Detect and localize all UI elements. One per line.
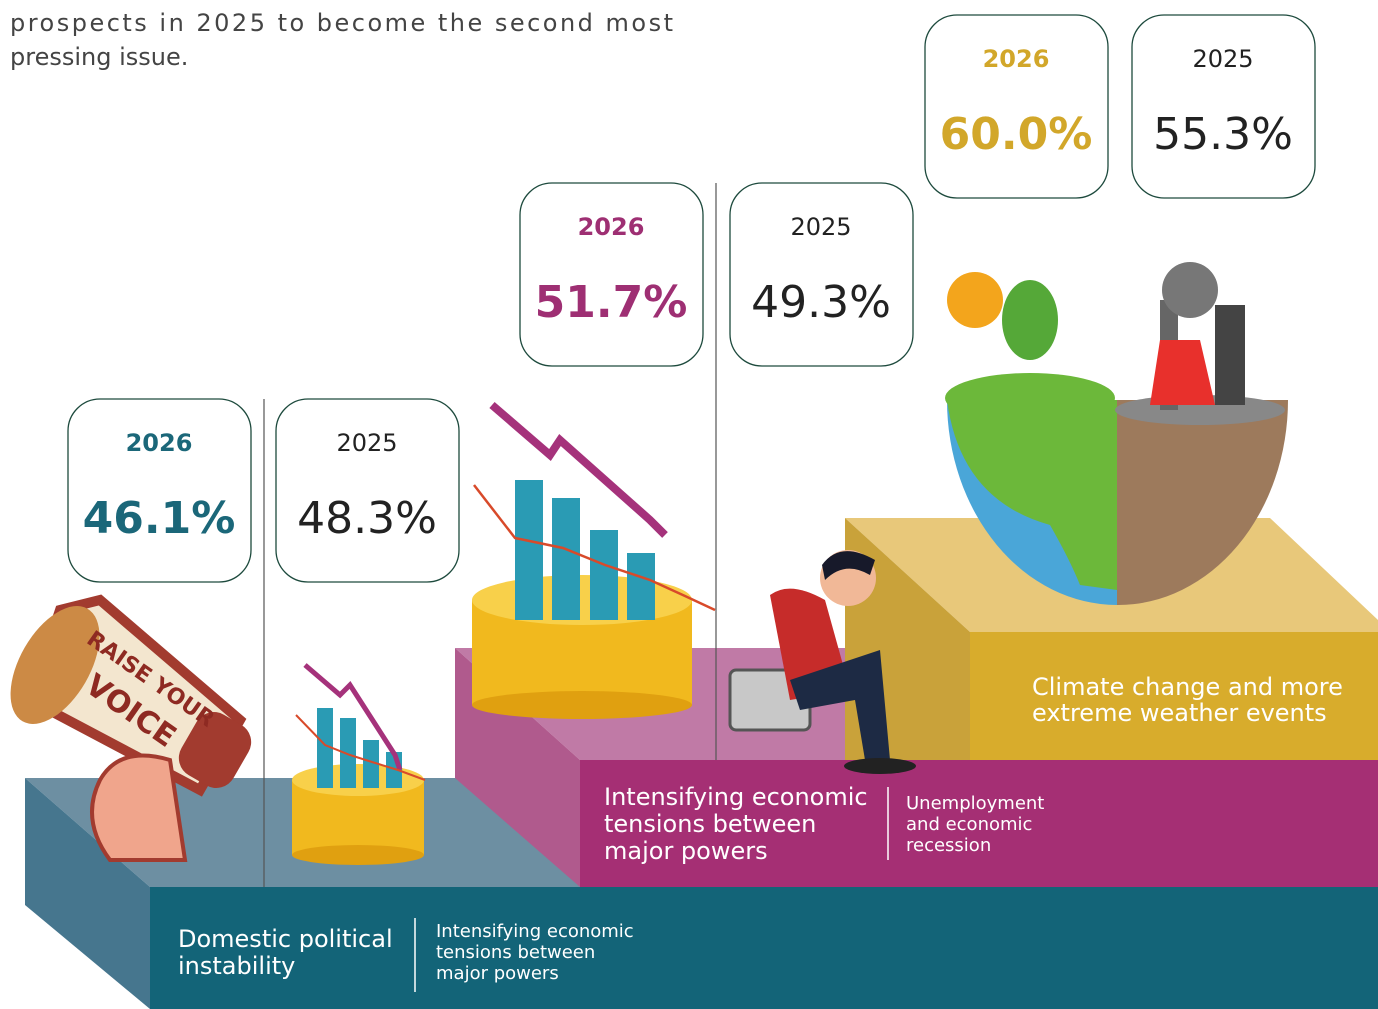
value-label: 60.0% [940, 109, 1093, 160]
value-box [519, 182, 704, 367]
compare-label: Intensifying economic [436, 921, 634, 942]
value-label: 49.3% [751, 277, 891, 328]
teal-front [150, 887, 1378, 1009]
gold-front [970, 632, 1378, 760]
value-label: 46.1% [83, 493, 236, 544]
tier-label: tensions between [604, 810, 816, 838]
teal-side [25, 778, 150, 1009]
value-box [1131, 14, 1316, 199]
value-box [275, 398, 460, 583]
year-label: 2025 [1192, 45, 1253, 73]
value-label: 51.7% [535, 277, 688, 328]
value-box [67, 398, 252, 583]
compare-label: tensions between [436, 942, 595, 963]
value-box [729, 182, 914, 367]
compare-label: recession [906, 835, 991, 856]
value-box [924, 14, 1109, 199]
value-label: 55.3% [1153, 109, 1293, 160]
megaphone-illustration [10, 594, 252, 862]
year-label: 2026 [983, 45, 1050, 73]
globe-illustration [945, 262, 1289, 606]
compare-label: and economic [906, 814, 1032, 835]
tier-label: major powers [604, 837, 768, 865]
intro-text: prospects in 2025 to become the second m… [10, 9, 673, 37]
tier-label: Domestic political [178, 925, 393, 953]
tier-label: Intensifying economic [604, 783, 868, 811]
person-illustration [728, 550, 916, 774]
coins-illustration [472, 401, 716, 719]
coins-illustration [292, 663, 426, 865]
value-label: 48.3% [297, 493, 437, 544]
year-label: 2026 [126, 429, 193, 457]
year-label: 2025 [336, 429, 397, 457]
intro-text: pressing issue. [10, 43, 188, 71]
compare-label: major powers [436, 963, 559, 984]
tier-label: Climate change and more [1032, 673, 1343, 701]
tier-label: instability [178, 952, 295, 980]
compare-label: Unemployment [906, 793, 1044, 814]
magenta-front [580, 760, 1378, 887]
year-label: 2026 [578, 213, 645, 241]
tier-label: extreme weather events [1032, 699, 1327, 727]
year-label: 2025 [790, 213, 851, 241]
